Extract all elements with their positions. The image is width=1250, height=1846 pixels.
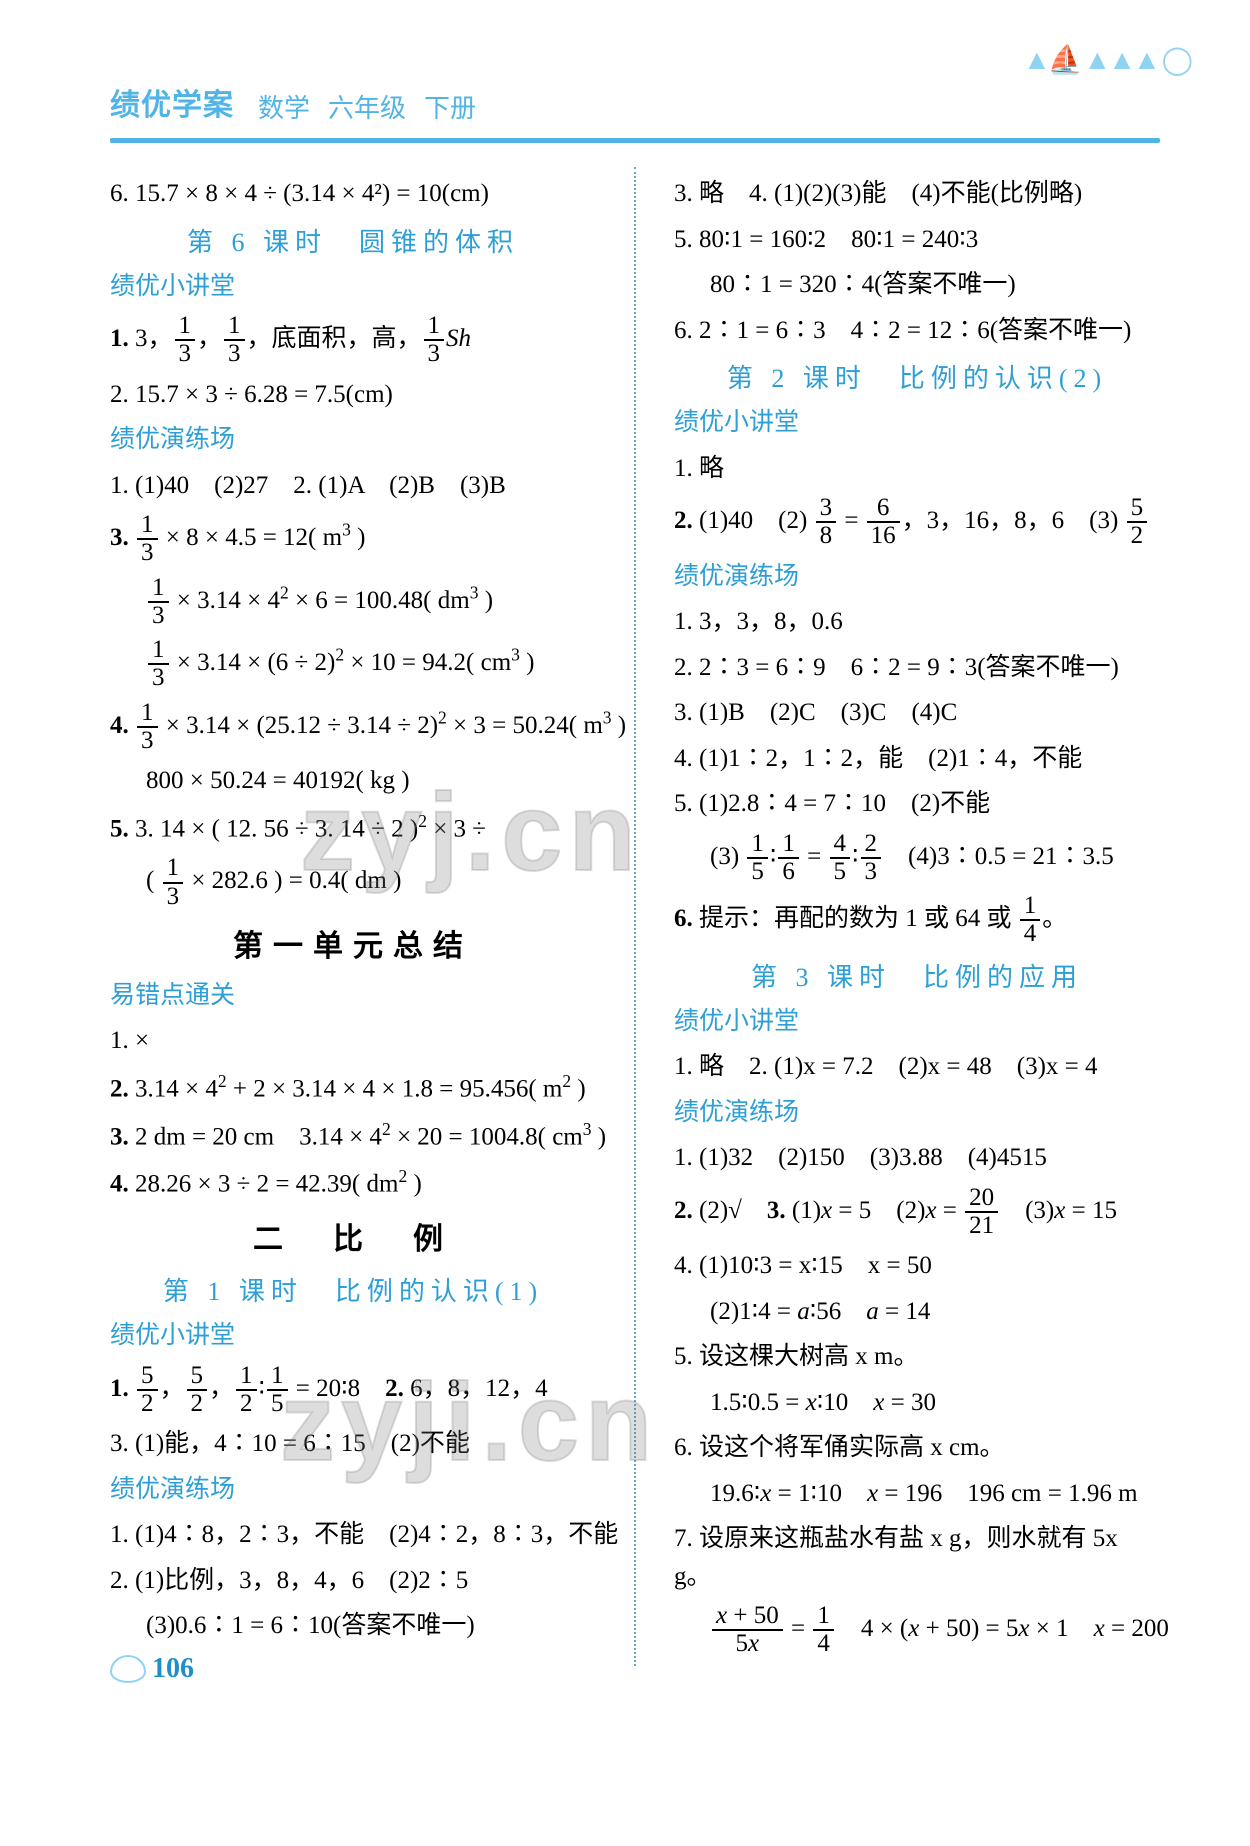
column-divider: [634, 167, 636, 1666]
body-line: ( 13 × 282.6 ) = 0.4( dm ): [146, 855, 596, 910]
body-line: 2. 2∶3 = 6∶9 6∶2 = 9∶3(答案不唯一): [674, 649, 1160, 687]
body-line: 3. 略 4. (1)(2)(3)能 (4)不能(比例略): [674, 175, 1160, 213]
lesson-title: 第 1 课时 比例的认识(1): [110, 1272, 596, 1311]
header-grade: 六年级: [328, 89, 406, 128]
body-line: 2. (2)√ 3. (1)x = 5 (2)x = 2021 (3)x = 1…: [674, 1185, 1160, 1240]
body-line: 1.5∶0.5 = x∶10 x = 30: [710, 1384, 1160, 1422]
section-heading: 绩优演练场: [674, 1094, 1160, 1132]
body-line: 2. 3.14 × 42 + 2 × 3.14 × 4 × 1.8 = 95.4…: [110, 1068, 596, 1108]
header-decor-icons: ▲⛵ ▲▲▲ ◯: [1023, 40, 1190, 82]
section-heading: 绩优演练场: [110, 1471, 596, 1509]
body-line: x + 505x = 14 4 × (x + 50) = 5x × 1 x = …: [710, 1603, 1160, 1658]
body-line: (3)0.6∶1 = 6∶10(答案不唯一): [146, 1607, 596, 1645]
body-line: (3) 15∶16 = 45∶23 (4)3∶0.5 = 21∶3.5: [710, 831, 1160, 886]
body-line: 13 × 3.14 × 42 × 6 = 100.48( dm3 ): [146, 575, 596, 630]
body-line: 7. 设原来这瓶盐水有盐 x g，则水就有 5x g。: [674, 1520, 1160, 1595]
body-line: 13 × 3.14 × (6 ÷ 2)2 × 10 = 94.2( cm3 ): [146, 637, 596, 692]
body-line: 3. 2 dm = 20 cm 3.14 × 42 × 20 = 1004.8(…: [110, 1116, 596, 1156]
section-heading: 绩优小讲堂: [674, 1003, 1160, 1041]
footer-bubble-icon: [110, 1655, 146, 1683]
page-footer: 106: [110, 1648, 194, 1690]
body-line: (2)1∶4 = a∶56 a = 14: [710, 1293, 1160, 1331]
lesson-title: 第 6 课时 圆锥的体积: [110, 223, 596, 262]
columns: 6. 15.7 × 8 × 4 ÷ (3.14 × 4²) = 10(cm) 第…: [110, 167, 1160, 1666]
section-heading: 绩优小讲堂: [110, 268, 596, 306]
header-subject: 数学: [258, 89, 310, 128]
body-line: 6. 设这个将军俑实际高 x cm。: [674, 1429, 1160, 1467]
body-line: 5. 设这棵大树高 x m。: [674, 1338, 1160, 1376]
section-heading: 绩优小讲堂: [110, 1317, 596, 1355]
body-line: 3. (1)B (2)C (3)C (4)C: [674, 694, 1160, 732]
body-line: 1. 略 2. (1)x = 7.2 (2)x = 48 (3)x = 4: [674, 1048, 1160, 1086]
unit-summary-title: 第一单元总结: [110, 924, 596, 969]
body-line: 2. (1)40 (2) 38 = 616，3，16，8，6 (3) 52: [674, 495, 1160, 550]
body-line: 3. 13 × 8 × 4.5 = 12( m3 ): [110, 512, 596, 567]
body-line: 4. (1)1∶2，1∶2，能 (2)1∶4，不能: [674, 740, 1160, 778]
body-line: 6. 15.7 × 8 × 4 ÷ (3.14 × 4²) = 10(cm): [110, 175, 596, 213]
body-line: 5. (1)2.8∶4 = 7∶10 (2)不能: [674, 785, 1160, 823]
body-line: 80∶1 = 320∶4(答案不唯一): [710, 266, 1160, 304]
section-heading: 绩优小讲堂: [674, 404, 1160, 442]
body-line: 800 × 50.24 = 40192( kg ): [146, 762, 596, 800]
header-rule: [110, 138, 1160, 143]
body-line: 19.6∶x = 1∶10 x = 196 196 cm = 1.96 m: [710, 1475, 1160, 1513]
page-number: 106: [152, 1648, 194, 1690]
body-line: 1. (1)4∶8，2∶3，不能 (2)4∶2，8∶3，不能: [110, 1516, 596, 1554]
lesson-title: 第 2 课时 比例的认识(2): [674, 359, 1160, 398]
lesson-title: 第 3 课时 比例的应用: [674, 958, 1160, 997]
body-line: 1. 略: [674, 450, 1160, 488]
body-line: 5. 3. 14 × ( 12. 56 ÷ 3. 14 ÷ 2 )2 × 3 ÷: [110, 808, 596, 848]
section-heading: 绩优演练场: [674, 558, 1160, 596]
right-column: 3. 略 4. (1)(2)(3)能 (4)不能(比例略) 5. 80∶1 = …: [674, 167, 1160, 1666]
body-line: 2. (1)比例，3，8，4，6 (2)2∶5: [110, 1562, 596, 1600]
body-line: 1. 3，3，8，0.6: [674, 603, 1160, 641]
header-row: 绩优学案 数学 六年级 下册 ▲⛵ ▲▲▲ ◯: [110, 80, 1160, 128]
body-line: 4. 28.26 × 3 ÷ 2 = 42.39( dm2 ): [110, 1163, 596, 1203]
left-column: 6. 15.7 × 8 × 4 ÷ (3.14 × 4²) = 10(cm) 第…: [110, 167, 596, 1666]
body-line: 4. 13 × 3.14 × (25.12 ÷ 3.14 ÷ 2)2 × 3 =…: [110, 700, 596, 755]
body-line: 5. 80∶1 = 160∶2 80∶1 = 240∶3: [674, 221, 1160, 259]
header-volume: 下册: [424, 89, 476, 128]
body-line: 1. (1)32 (2)150 (3)3.88 (4)4515: [674, 1139, 1160, 1177]
body-line: 4. (1)10∶3 = x∶15 x = 50: [674, 1247, 1160, 1285]
body-line: 3. (1)能，4∶10 = 6∶15 (2)不能: [110, 1425, 596, 1463]
body-line: 6. 提示：再配的数为 1 或 64 或 14。: [674, 893, 1160, 948]
chapter-title: 二 比 例: [110, 1217, 596, 1262]
body-line: 2. 15.7 × 3 ÷ 6.28 = 7.5(cm): [110, 376, 596, 414]
body-line: 1. (1)40 (2)27 2. (1)A (2)B (3)B: [110, 467, 596, 505]
body-line: 1. 3，13，13，底面积，高，13Sh: [110, 313, 596, 368]
body-line: 1. ×: [110, 1022, 596, 1060]
section-heading: 易错点通关: [110, 977, 596, 1015]
section-heading: 绩优演练场: [110, 421, 596, 459]
page: 绩优学案 数学 六年级 下册 ▲⛵ ▲▲▲ ◯ 6. 15.7 × 8 × 4 …: [0, 0, 1250, 1726]
book-title: 绩优学案: [110, 83, 234, 128]
body-line: 1. 52，52，12∶15 = 20∶8 2. 6，8，12，4: [110, 1363, 596, 1418]
body-line: 6. 2∶1 = 6∶3 4∶2 = 12∶6(答案不唯一): [674, 312, 1160, 350]
